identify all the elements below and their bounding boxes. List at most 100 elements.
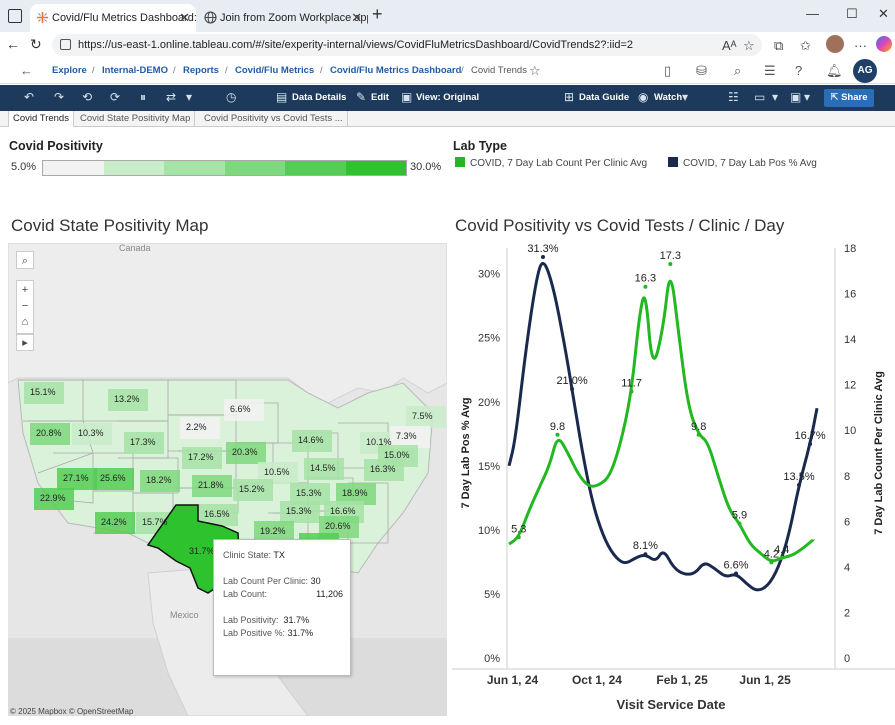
pause-updates-icon[interactable]: ⏸ xyxy=(140,90,147,104)
user-avatar[interactable]: AG xyxy=(853,59,877,83)
new-tab-icon[interactable]: + xyxy=(372,4,383,24)
zoom-out-icon[interactable]: − xyxy=(21,300,29,312)
notifications-icon[interactable]: 🔔︎ xyxy=(826,63,843,78)
state-region[interactable] xyxy=(390,426,430,448)
state-region[interactable] xyxy=(304,458,344,480)
data-point[interactable] xyxy=(629,389,634,394)
tab-covid-positivity-vs-tests[interactable]: Covid Positivity vs Covid Tests ... xyxy=(200,111,348,127)
state-region[interactable] xyxy=(319,516,359,538)
state-positivity-map[interactable]: Canada Mexico 15.1% 13.2% 6.6% 7.5% 20.8% 10.… xyxy=(8,243,447,716)
site-info-icon[interactable] xyxy=(60,39,71,50)
tab-covid-state-positivity-map[interactable]: Covid State Positivity Map xyxy=(76,111,196,127)
state-region[interactable] xyxy=(182,447,222,469)
chart-canvas[interactable]: 0% 5% 10% 15% 20% 25% 30% 0 2 4 6 8 10 12 14 16 18 Jun 1,… xyxy=(452,243,895,720)
back-arrow-icon[interactable]: ← xyxy=(20,63,33,78)
redo-icon[interactable]: ↷ xyxy=(54,90,65,104)
extensions-icon[interactable]: ⧉ xyxy=(774,38,784,53)
favorite-star-icon[interactable]: ☆ xyxy=(529,63,541,78)
state-region[interactable] xyxy=(280,501,320,523)
state-region[interactable] xyxy=(224,399,264,421)
data-point[interactable] xyxy=(643,284,648,289)
state-region[interactable] xyxy=(258,462,298,484)
legend-item-lab-pos[interactable]: COVID, 7 Day Lab Pos % Avg xyxy=(668,157,817,169)
state-region[interactable] xyxy=(192,475,232,497)
browser-tab-zoom[interactable]: Join from Zoom Workplace app - ✕ xyxy=(198,4,368,32)
browser-tab-dashboard[interactable]: Covid/Flu Metrics Dashboard: Cov ✕ xyxy=(30,4,196,32)
home-icon[interactable]: ⌂ xyxy=(21,316,29,328)
series-line[interactable] xyxy=(507,262,819,592)
series-line[interactable] xyxy=(508,279,815,563)
state-region[interactable] xyxy=(108,389,148,411)
data-point[interactable] xyxy=(570,386,575,391)
data-point[interactable] xyxy=(696,432,701,437)
data-point[interactable] xyxy=(540,254,545,259)
map-search-icon[interactable]: ⌕ xyxy=(16,251,34,269)
revert-icon[interactable]: ⟲ xyxy=(82,90,93,104)
notes-icon[interactable]: ☰ xyxy=(764,63,776,78)
map-expand-icon[interactable]: ▸ xyxy=(16,334,34,351)
reload-icon[interactable]: ↻ xyxy=(30,36,42,52)
state-region[interactable] xyxy=(180,417,220,439)
watch-button[interactable]: Watch xyxy=(654,92,683,103)
close-tab-icon[interactable]: ✕ xyxy=(179,10,190,25)
state-region[interactable] xyxy=(233,479,273,501)
data-point[interactable] xyxy=(769,560,774,565)
data-point[interactable] xyxy=(555,432,560,437)
favorite-star-icon[interactable]: ☆ xyxy=(743,38,755,53)
state-region[interactable] xyxy=(30,423,70,445)
refresh-icon[interactable]: ⟳ xyxy=(110,90,121,104)
legend-item-lab-count[interactable]: COVID, 7 Day Lab Count Per Clinic Avg xyxy=(455,157,647,169)
state-region[interactable] xyxy=(124,432,164,454)
breadcrumb-reports[interactable]: Reports xyxy=(183,65,219,76)
state-region[interactable] xyxy=(57,468,97,490)
performance-icon[interactable]: ◷ xyxy=(226,90,237,104)
breadcrumb-dashboard[interactable]: Covid/Flu Metrics Dashboard xyxy=(330,65,462,76)
read-aloud-icon[interactable]: Aᴬ xyxy=(722,38,737,53)
more-options-icon[interactable]: ··· xyxy=(854,38,867,53)
close-window-icon[interactable]: ✕ xyxy=(878,6,889,21)
state-region[interactable] xyxy=(364,459,404,481)
data-guide-button[interactable]: Data Guide xyxy=(579,92,630,103)
data-point[interactable] xyxy=(779,555,784,560)
data-point[interactable] xyxy=(668,261,673,266)
state-region[interactable] xyxy=(72,423,112,445)
undo-icon[interactable]: ↶ xyxy=(24,90,35,104)
map-canvas[interactable]: Canada Mexico 15.1% 13.2% 6.6% 7.5% 20.8% 10.… xyxy=(8,243,447,716)
copilot-icon[interactable] xyxy=(876,36,892,52)
help-icon[interactable]: ? xyxy=(795,63,803,78)
state-region[interactable] xyxy=(226,442,266,464)
data-point[interactable] xyxy=(737,521,742,526)
replay-icon[interactable]: ⇄ xyxy=(166,90,177,104)
chevron-down-icon[interactable]: ▾ xyxy=(804,90,811,104)
state-region[interactable] xyxy=(198,504,238,526)
maximize-icon[interactable]: ☐ xyxy=(846,6,858,21)
zoom-in-icon[interactable]: + xyxy=(21,284,29,296)
window-menu-icon[interactable] xyxy=(8,9,22,23)
breadcrumb-covid-flu-metrics[interactable]: Covid/Flu Metrics xyxy=(235,65,315,76)
tab-covid-trends[interactable]: Covid Trends xyxy=(8,111,74,127)
edit-button[interactable]: Edit xyxy=(371,92,389,103)
state-region[interactable] xyxy=(254,521,294,543)
profile-avatar[interactable] xyxy=(826,35,844,53)
present-icon[interactable]: ▭ xyxy=(754,90,766,104)
data-point[interactable] xyxy=(808,442,813,447)
close-tab-icon[interactable]: ✕ xyxy=(351,10,362,25)
mobile-view-icon[interactable]: ▯ xyxy=(664,63,672,78)
comments-icon[interactable]: ☷ xyxy=(728,90,739,104)
state-region[interactable] xyxy=(94,468,134,490)
url-input[interactable]: https://us-east-1.online.tableau.com/#/s… xyxy=(52,34,762,56)
share-button[interactable]: ⇱ Share xyxy=(824,89,874,107)
breadcrumb-explore[interactable]: Explore xyxy=(52,65,87,76)
state-region[interactable] xyxy=(336,483,376,505)
database-icon[interactable]: ⛁ xyxy=(696,63,707,78)
state-region[interactable] xyxy=(406,406,446,428)
data-point[interactable] xyxy=(797,483,802,488)
state-region[interactable] xyxy=(95,512,135,534)
chevron-down-icon[interactable]: ▾ xyxy=(772,90,779,104)
back-icon[interactable]: ← xyxy=(6,36,20,52)
minimize-icon[interactable]: — xyxy=(806,6,819,21)
data-point[interactable] xyxy=(516,535,521,540)
chevron-down-icon[interactable]: ▾ xyxy=(682,90,689,104)
breadcrumb-internal-demo[interactable]: Internal-DEMO xyxy=(102,65,168,76)
search-icon[interactable]: ⌕ xyxy=(734,63,742,78)
